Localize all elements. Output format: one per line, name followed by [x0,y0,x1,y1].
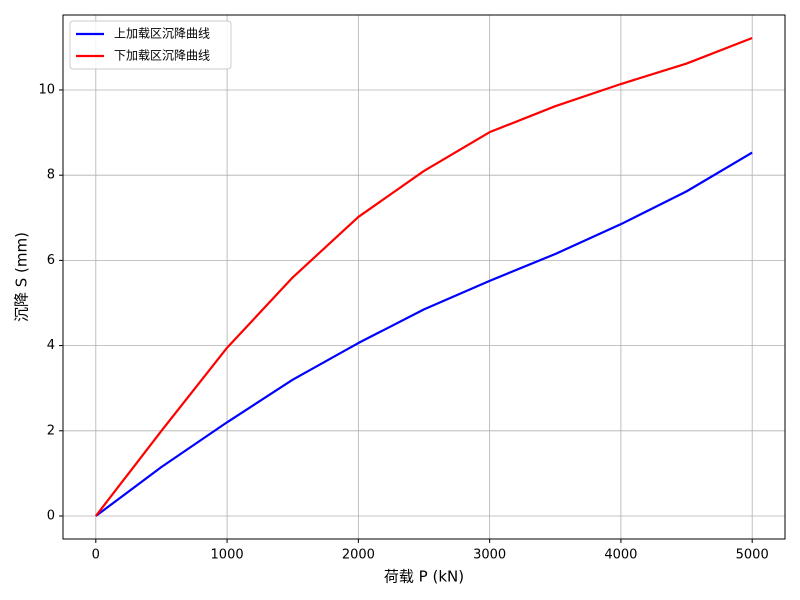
y-tick-label: 8 [47,168,55,183]
y-tick-label: 6 [47,253,55,268]
legend-box [69,20,232,70]
legend-label: 下加载区沉降曲线 [114,49,210,63]
y-tick-label: 0 [47,508,55,523]
y-axis-label: 沉降 S (mm) [13,232,31,322]
x-axis-label: 荷载 P (kN) [384,568,464,586]
line-series [95,151,753,517]
legend-label: 上加载区沉降曲线 [114,27,210,41]
y-tick-label: 4 [47,338,55,353]
x-tick-label: 2000 [342,548,375,563]
x-tick-label: 5000 [736,548,769,563]
x-tick-label: 3000 [473,548,506,563]
x-tick-label: 1000 [211,548,244,563]
x-tick-label: 0 [92,548,100,563]
y-tick-label: 2 [47,423,55,438]
plot-frame [62,14,786,540]
line-series [94,36,753,517]
y-tick-label: 10 [38,82,55,97]
x-tick-label: 4000 [604,548,637,563]
